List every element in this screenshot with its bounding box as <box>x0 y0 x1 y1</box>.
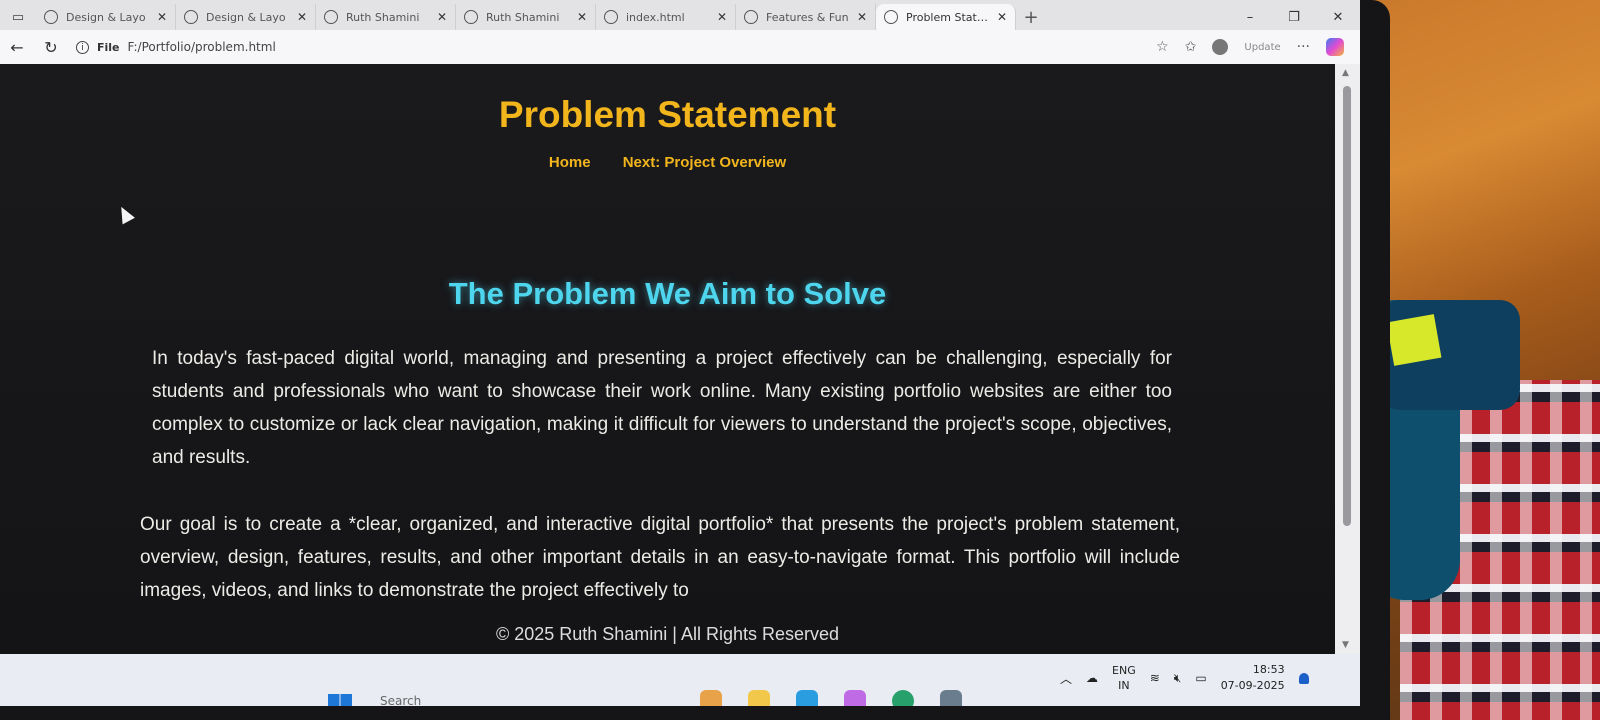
notepad-icon[interactable] <box>940 690 962 706</box>
tab-title: Problem Statem <box>906 10 989 24</box>
browser-tab[interactable]: Design & Layo ✕ <box>36 4 176 30</box>
taskbar-search[interactable]: Search <box>380 694 422 706</box>
language-code: ENG <box>1112 664 1136 677</box>
globe-icon <box>744 10 758 24</box>
tab-title: Features & Fun <box>766 10 849 24</box>
whatsapp-icon[interactable] <box>892 690 914 706</box>
info-icon[interactable]: i <box>76 40 89 54</box>
wifi-icon[interactable]: ≋ <box>1149 671 1160 685</box>
vertical-scrollbar[interactable]: ▲ ▼ <box>1335 64 1360 654</box>
favorites-icon[interactable]: ✩ <box>1184 39 1197 55</box>
section-heading: The Problem We Aim to Solve <box>448 276 887 311</box>
close-icon[interactable]: ✕ <box>576 10 587 24</box>
close-icon[interactable]: ✕ <box>716 10 727 24</box>
clock-date: 07-09-2025 <box>1220 679 1285 692</box>
battery-icon[interactable]: ▭ <box>1195 671 1207 685</box>
laptop-screen: ▭ Design & Layo ✕ Design & Layo ✕ Ruth S… <box>0 0 1360 706</box>
tab-actions-icon[interactable]: ▭ <box>11 9 25 25</box>
address-bar-row: ← ↻ i File F:/Portfolio/problem.html ☆ ✩… <box>0 30 1360 64</box>
browser-tab[interactable]: Ruth Shamini ✕ <box>456 4 596 30</box>
url-text[interactable]: F:/Portfolio/problem.html <box>127 40 276 54</box>
edge-icon[interactable] <box>796 690 818 706</box>
onedrive-icon[interactable]: ☁ <box>1086 671 1099 685</box>
windows-start-icon[interactable] <box>328 694 352 706</box>
close-icon[interactable]: ✕ <box>856 10 867 24</box>
scroll-thumb[interactable] <box>1343 86 1351 526</box>
volume-muted-icon[interactable]: 🔇︎ <box>1173 670 1182 685</box>
browser-tab[interactable]: Features & Fun ✕ <box>736 4 876 30</box>
mouse-cursor-icon <box>115 203 135 225</box>
page-title: Problem Statement <box>498 94 837 135</box>
scroll-down-icon[interactable]: ▼ <box>1342 640 1349 650</box>
restore-button[interactable]: ❐ <box>1288 9 1300 25</box>
globe-icon <box>464 10 478 24</box>
browser-tab[interactable]: Ruth Shamini ✕ <box>316 4 456 30</box>
taskbar: Search ︿ ☁ ENG IN ≋ 🔇︎ ▭ 18:53 07-09-202… <box>0 654 1360 706</box>
browser-tab[interactable]: index.html ✕ <box>596 4 736 30</box>
close-icon[interactable]: ✕ <box>156 10 167 24</box>
app-icon[interactable] <box>700 690 722 706</box>
clock-time: 18:53 <box>1252 663 1285 676</box>
profile-icon[interactable] <box>1212 39 1229 55</box>
clock[interactable]: 18:53 07-09-2025 <box>1221 662 1285 694</box>
window-controls: – ❐ ✕ <box>1228 4 1360 30</box>
toolbar-right: ☆ ✩ Update ··· <box>1156 38 1344 56</box>
close-window-button[interactable]: ✕ <box>1332 9 1344 25</box>
globe-icon <box>604 10 618 24</box>
pouch-tag <box>1386 314 1442 366</box>
new-tab-button[interactable]: + <box>1023 6 1039 28</box>
tab-title: Design & Layo <box>206 10 286 24</box>
close-icon[interactable]: ✕ <box>436 10 447 24</box>
notification-bell-icon[interactable] <box>1298 672 1309 684</box>
system-tray: ︿ ☁ ENG IN ≋ 🔇︎ ▭ 18:53 07-09-2025 <box>1060 662 1309 694</box>
close-icon[interactable]: ✕ <box>296 10 307 24</box>
tab-strip: ▭ Design & Layo ✕ Design & Layo ✕ Ruth S… <box>0 0 1360 30</box>
nav-next-link[interactable]: Next: Project Overview <box>622 154 787 171</box>
globe-icon <box>44 10 58 24</box>
tab-title: Ruth Shamini <box>486 10 560 24</box>
page-footer: © 2025 Ruth Shamini | All Rights Reserve… <box>0 619 1335 654</box>
copilot-icon[interactable] <box>1326 38 1344 56</box>
update-button[interactable]: Update <box>1244 41 1281 53</box>
favorite-star-icon[interactable]: ☆ <box>1156 39 1169 55</box>
back-arrow-icon[interactable]: ← <box>10 37 24 57</box>
page-viewport: Problem Statement Home Next: Project Ove… <box>0 64 1335 654</box>
page-nav: Home Next: Project Overview <box>0 154 1335 171</box>
tab-title: Design & Layo <box>66 10 146 24</box>
globe-icon <box>184 10 198 24</box>
show-hidden-icons-chevron-icon[interactable]: ︿ <box>1060 671 1073 686</box>
refresh-icon[interactable]: ↻ <box>44 37 58 57</box>
browser-tab-active[interactable]: Problem Statem ✕ <box>876 4 1016 30</box>
scroll-up-icon[interactable]: ▲ <box>1342 68 1349 78</box>
tab-title: Ruth Shamini <box>346 10 420 24</box>
copilot-taskbar-icon[interactable] <box>844 690 866 706</box>
nav-home-link[interactable]: Home <box>548 154 591 171</box>
goal-paragraph: Our goal is to create a *clear, organize… <box>140 514 1180 601</box>
globe-icon <box>324 10 338 24</box>
language-indicator[interactable]: ENG IN <box>1112 663 1136 693</box>
problem-paragraph: In today's fast-paced digital world, man… <box>152 348 1172 468</box>
close-icon[interactable]: ✕ <box>996 10 1007 24</box>
minimize-button[interactable]: – <box>1246 9 1254 25</box>
language-region: IN <box>1118 679 1130 692</box>
file-explorer-icon[interactable] <box>748 690 770 706</box>
tab-title: index.html <box>626 10 685 24</box>
address-bar[interactable]: i File F:/Portfolio/problem.html <box>76 40 1156 54</box>
browser-tab[interactable]: Design & Layo ✕ <box>176 4 316 30</box>
more-menu-icon[interactable]: ··· <box>1296 39 1310 55</box>
scheme-label: File <box>97 40 120 54</box>
globe-icon <box>884 10 898 24</box>
